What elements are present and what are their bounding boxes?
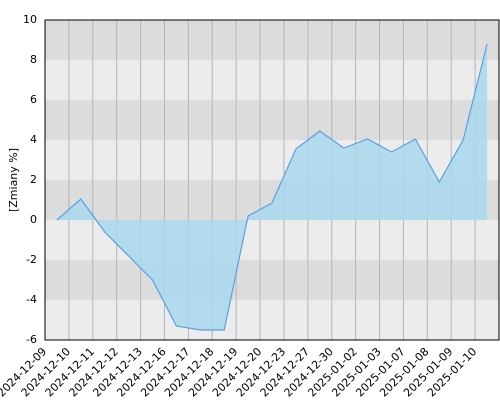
y-tick-label: -6 bbox=[26, 333, 37, 346]
y-tick-label: -2 bbox=[26, 253, 37, 266]
y-tick-label: 8 bbox=[30, 53, 37, 66]
plot-frame bbox=[44, 19, 500, 341]
grid-band bbox=[45, 260, 499, 300]
grid-band bbox=[45, 60, 499, 100]
grid-band bbox=[45, 100, 499, 140]
grid-band bbox=[45, 20, 499, 60]
grid-band bbox=[45, 300, 499, 340]
area bbox=[56, 44, 488, 330]
y-tick-label: 6 bbox=[30, 93, 37, 106]
y-tick-label: 0 bbox=[30, 213, 37, 226]
y-tick-label: -4 bbox=[26, 293, 37, 306]
y-axis-label: [Zmiany %] bbox=[7, 148, 20, 212]
y-tick-label: 2 bbox=[30, 173, 37, 186]
y-tick-label: 10 bbox=[23, 13, 37, 26]
line bbox=[56, 43, 488, 331]
y-tick-label: 4 bbox=[30, 133, 37, 146]
